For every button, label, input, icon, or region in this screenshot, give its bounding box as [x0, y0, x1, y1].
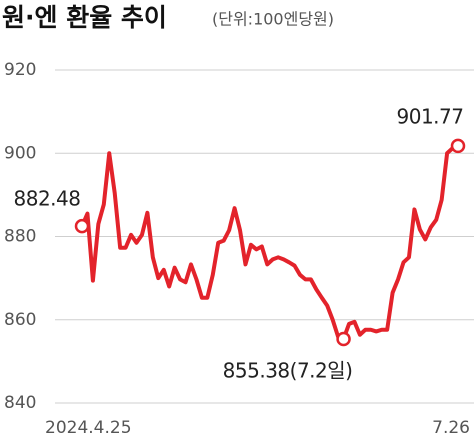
value-label: 901.77 — [397, 104, 464, 128]
chart-title: 원·엔 환율 추이 — [2, 3, 167, 32]
chart-subtitle: (단위:100엔당원) — [212, 10, 334, 29]
point-marker — [74, 218, 90, 234]
y-tick-label: 840 — [4, 393, 36, 413]
point-marker — [336, 331, 351, 347]
x-tick-label: 7.26 — [432, 418, 470, 438]
y-tick-label: 900 — [4, 143, 36, 163]
point-marker — [450, 138, 466, 154]
y-tick-label: 920 — [4, 60, 36, 80]
x-tick-label: 2024.4.25 — [45, 418, 132, 438]
y-tick-label: 880 — [4, 227, 36, 247]
y-tick-label: 860 — [4, 310, 36, 330]
line — [80, 144, 459, 341]
value-label: 882.48 — [14, 187, 81, 211]
value-label: 855.38(7.2일) — [223, 358, 353, 382]
